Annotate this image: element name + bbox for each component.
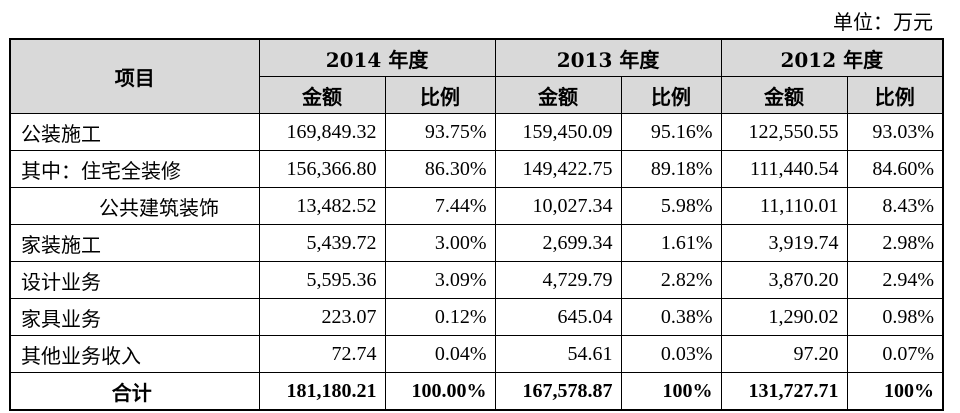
amount-cell: 167,578.87 bbox=[494, 372, 622, 411]
table-row: 设计业务 5,595.36 3.09% 4,729.79 2.82% 3,870.20 2.… bbox=[9, 261, 944, 299]
total-row: 合计 181,180.21 100.00% 167,578.87 100% 131,727… bbox=[9, 372, 944, 411]
header-year-2014: 2014 年度 bbox=[258, 38, 496, 77]
header-year-2012: 2012 年度 bbox=[720, 38, 944, 77]
ratio-cell: 0.98% bbox=[846, 298, 944, 336]
amount-cell: 645.04 bbox=[494, 298, 622, 336]
amount-cell: 156,366.80 bbox=[258, 150, 386, 188]
header-year-2013: 2013 年度 bbox=[494, 38, 722, 77]
amount-cell: 169,849.32 bbox=[258, 113, 386, 151]
amount-cell: 181,180.21 bbox=[258, 372, 386, 411]
ratio-cell: 3.09% bbox=[384, 261, 496, 299]
amount-cell: 5,439.72 bbox=[258, 224, 386, 262]
ratio-cell: 0.12% bbox=[384, 298, 496, 336]
ratio-cell: 2.98% bbox=[846, 224, 944, 262]
ratio-cell: 93.75% bbox=[384, 113, 496, 151]
row-label: 公共建筑装饰 bbox=[9, 187, 260, 225]
header-ratio: 比例 bbox=[620, 76, 722, 114]
ratio-cell: 95.16% bbox=[620, 113, 722, 151]
amount-cell: 131,727.71 bbox=[720, 372, 848, 411]
header-ratio: 比例 bbox=[846, 76, 944, 114]
amount-cell: 10,027.34 bbox=[494, 187, 622, 225]
amount-cell: 159,450.09 bbox=[494, 113, 622, 151]
header-amount: 金额 bbox=[720, 76, 848, 114]
amount-cell: 13,482.52 bbox=[258, 187, 386, 225]
ratio-cell: 89.18% bbox=[620, 150, 722, 188]
ratio-cell: 8.43% bbox=[846, 187, 944, 225]
table-row: 公共建筑装饰 13,482.52 7.44% 10,027.34 5.98% 11,110… bbox=[9, 187, 944, 225]
amount-cell: 54.61 bbox=[494, 335, 622, 373]
header-item: 项目 bbox=[9, 38, 260, 114]
ratio-cell: 2.94% bbox=[846, 261, 944, 299]
ratio-cell: 100% bbox=[846, 372, 944, 411]
table-row: 家具业务 223.07 0.12% 645.04 0.38% 1,290.02 0.98% bbox=[9, 298, 944, 336]
header-amount: 金额 bbox=[494, 76, 622, 114]
ratio-cell: 1.61% bbox=[620, 224, 722, 262]
amount-cell: 111,440.54 bbox=[720, 150, 848, 188]
row-label: 家具业务 bbox=[9, 298, 260, 336]
row-label: 家装施工 bbox=[9, 224, 260, 262]
row-label: 合计 bbox=[9, 372, 260, 411]
ratio-cell: 3.00% bbox=[384, 224, 496, 262]
amount-cell: 3,870.20 bbox=[720, 261, 848, 299]
amount-cell: 122,550.55 bbox=[720, 113, 848, 151]
ratio-cell: 84.60% bbox=[846, 150, 944, 188]
header-row-years: 项目 2014 年度 2013 年度 2012 年度 bbox=[9, 38, 944, 114]
ratio-cell: 93.03% bbox=[846, 113, 944, 151]
unit-label: 单位：万元 bbox=[833, 10, 933, 34]
table-row: 其中：住宅全装修 156,366.80 86.30% 149,422.75 89.18%… bbox=[9, 150, 944, 188]
amount-cell: 149,422.75 bbox=[494, 150, 622, 188]
row-label: 其他业务收入 bbox=[9, 335, 260, 373]
ratio-cell: 100.00% bbox=[384, 372, 496, 411]
amount-cell: 72.74 bbox=[258, 335, 386, 373]
amount-cell: 223.07 bbox=[258, 298, 386, 336]
amount-cell: 11,110.01 bbox=[720, 187, 848, 225]
header-amount: 金额 bbox=[258, 76, 386, 114]
header-row-columns: 金额 比例 金额 比例 金额 比例 bbox=[10, 76, 944, 114]
amount-cell: 3,919.74 bbox=[720, 224, 848, 262]
ratio-cell: 0.07% bbox=[846, 335, 944, 373]
amount-cell: 5,595.36 bbox=[258, 261, 386, 299]
ratio-cell: 0.38% bbox=[620, 298, 722, 336]
amount-cell: 4,729.79 bbox=[494, 261, 622, 299]
amount-cell: 1,290.02 bbox=[720, 298, 848, 336]
amount-cell: 2,699.34 bbox=[494, 224, 622, 262]
header-ratio: 比例 bbox=[384, 76, 496, 114]
row-label: 公装施工 bbox=[9, 113, 260, 151]
table-row: 公装施工 169,849.32 93.75% 159,450.09 95.16% 122,… bbox=[9, 113, 944, 151]
ratio-cell: 7.44% bbox=[384, 187, 496, 225]
table-row: 家装施工 5,439.72 3.00% 2,699.34 1.61% 3,919.74 2.… bbox=[9, 224, 944, 262]
row-label: 设计业务 bbox=[9, 261, 260, 299]
revenue-table: 项目 2014 年度 2013 年度 2012 年度 金额 比例 金额 比例 金… bbox=[9, 38, 945, 411]
ratio-cell: 100% bbox=[620, 372, 722, 411]
ratio-cell: 2.82% bbox=[620, 261, 722, 299]
table-row: 其他业务收入 72.74 0.04% 54.61 0.03% 97.20 0.07% bbox=[9, 335, 944, 373]
ratio-cell: 0.04% bbox=[384, 335, 496, 373]
ratio-cell: 0.03% bbox=[620, 335, 722, 373]
ratio-cell: 86.30% bbox=[384, 150, 496, 188]
amount-cell: 97.20 bbox=[720, 335, 848, 373]
ratio-cell: 5.98% bbox=[620, 187, 722, 225]
row-label: 其中：住宅全装修 bbox=[9, 150, 260, 188]
